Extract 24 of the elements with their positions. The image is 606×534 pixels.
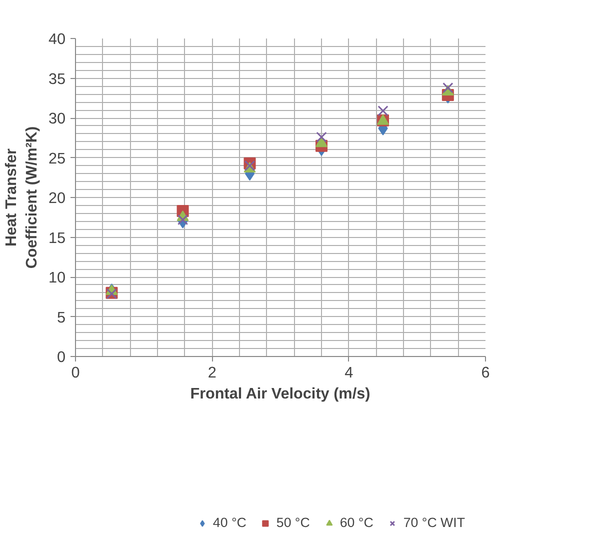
y-tick-label: 0 <box>56 349 66 366</box>
legend-label: 70 °C WIT <box>403 515 465 530</box>
y-tick-label: 15 <box>48 230 66 247</box>
point <box>316 132 327 142</box>
x-tick-label: 4 <box>344 364 354 382</box>
legend-label: 50 °C <box>276 515 310 530</box>
y-tick-label: 35 <box>48 70 66 88</box>
y-tick-label: 30 <box>48 110 66 128</box>
point <box>316 136 328 148</box>
legend-label: 40 °C <box>212 515 246 530</box>
y-tick-label: 25 <box>48 150 66 168</box>
point <box>442 82 454 94</box>
point <box>378 106 388 116</box>
y-axis-title: Heat Transfer Coefficient (W/m²K) <box>3 126 40 269</box>
y-tick-label: 20 <box>48 190 66 207</box>
x-tick-label: 2 <box>208 364 216 382</box>
y-tick-label: 40 <box>48 31 66 48</box>
x-tick-label: 0 <box>71 364 80 382</box>
point <box>177 214 188 226</box>
y-tick-label: 10 <box>48 270 66 286</box>
legend-label: 60 °C <box>340 515 374 530</box>
x-tick-label: 6 <box>481 364 490 382</box>
y-tick-label: 5 <box>56 309 66 326</box>
x-axis-title: Frontal Air Velocity (m/s) <box>190 386 370 402</box>
